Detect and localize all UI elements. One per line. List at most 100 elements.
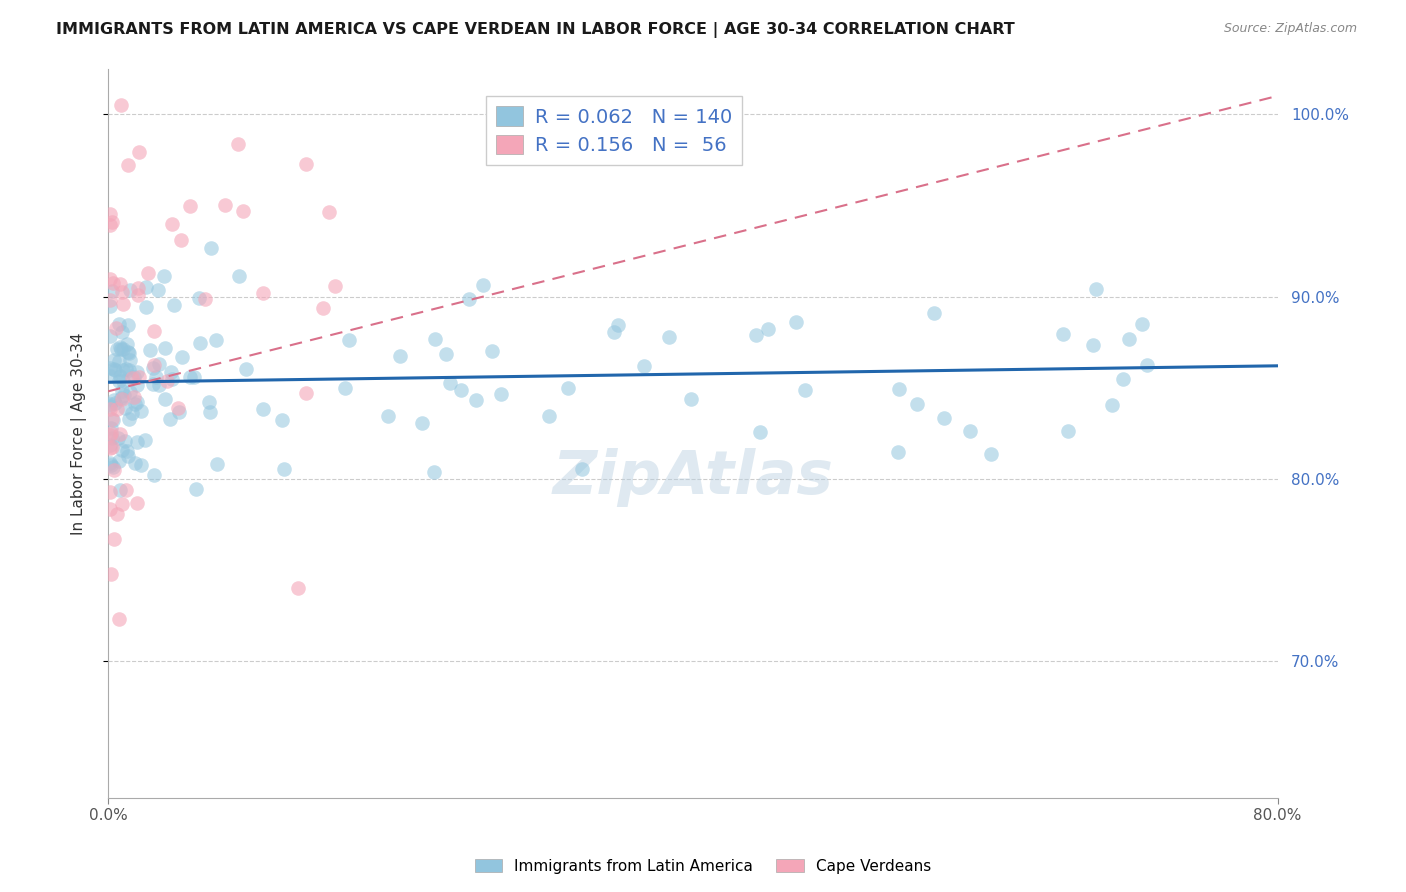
Point [101, 412, 124, 426]
Point [114, 401, 136, 416]
Point [887, 445, 910, 459]
Point [117, 449, 139, 463]
Point [108, 353, 131, 368]
Point [104, 362, 127, 376]
Point [388, 350, 411, 364]
Point [129, 458, 152, 472]
Point [235, 362, 257, 376]
Point [101, 215, 124, 229]
Point [122, 390, 145, 404]
Point [200, 241, 222, 255]
Point [179, 199, 201, 213]
Point [145, 369, 167, 384]
Point [1135, 358, 1157, 372]
Point [557, 381, 579, 395]
Point [214, 198, 236, 212]
Point [142, 377, 165, 392]
Point [118, 346, 141, 360]
Point [205, 457, 228, 471]
Point [148, 378, 170, 392]
Point [110, 98, 132, 112]
Point [108, 612, 131, 626]
Text: ZipAtlas: ZipAtlas [553, 448, 834, 507]
Point [111, 375, 134, 389]
Point [142, 360, 165, 375]
Point [295, 156, 318, 170]
Point [194, 292, 217, 306]
Point [450, 383, 472, 397]
Point [273, 462, 295, 476]
Point [129, 404, 152, 418]
Point [101, 432, 124, 446]
Point [103, 532, 125, 546]
Point [287, 582, 309, 596]
Point [103, 463, 125, 477]
Point [98, 218, 121, 232]
Point [188, 336, 211, 351]
Point [198, 405, 221, 419]
Point [125, 395, 148, 409]
Point [98, 456, 121, 470]
Point [105, 401, 128, 416]
Point [167, 401, 190, 415]
Point [252, 285, 274, 300]
Point [108, 454, 131, 468]
Point [98, 428, 121, 442]
Point [118, 384, 141, 399]
Point [98, 397, 121, 411]
Point [169, 405, 191, 419]
Point [271, 413, 294, 427]
Point [159, 412, 181, 426]
Point [105, 508, 128, 522]
Point [120, 283, 142, 297]
Point [98, 299, 121, 313]
Point [127, 288, 149, 302]
Point [100, 567, 122, 582]
Point [170, 350, 193, 364]
Point [160, 217, 183, 231]
Point [100, 438, 122, 452]
Point [425, 332, 447, 346]
Point [101, 412, 124, 426]
Point [103, 362, 125, 376]
Point [163, 298, 186, 312]
Point [105, 320, 128, 334]
Point [124, 397, 146, 411]
Point [606, 318, 628, 333]
Point [183, 369, 205, 384]
Point [434, 347, 457, 361]
Point [115, 444, 138, 458]
Point [118, 412, 141, 426]
Point [104, 396, 127, 410]
Point [1084, 282, 1107, 296]
Point [107, 431, 129, 445]
Point [118, 363, 141, 377]
Point [1101, 399, 1123, 413]
Point [108, 318, 131, 332]
Point [603, 325, 626, 339]
Point [294, 386, 316, 401]
Point [98, 368, 121, 383]
Point [111, 392, 134, 407]
Point [111, 342, 134, 356]
Point [980, 447, 1002, 461]
Point [115, 336, 138, 351]
Point [160, 365, 183, 379]
Point [98, 484, 121, 499]
Point [188, 291, 211, 305]
Point [756, 322, 779, 336]
Point [335, 381, 357, 395]
Point [204, 333, 226, 347]
Point [98, 207, 121, 221]
Point [681, 392, 703, 407]
Point [411, 416, 433, 430]
Point [98, 502, 121, 516]
Point [122, 370, 145, 384]
Point [110, 391, 132, 405]
Point [439, 376, 461, 391]
Point [423, 466, 446, 480]
Point [101, 440, 124, 454]
Point [337, 334, 360, 348]
Point [153, 269, 176, 284]
Point [489, 387, 512, 401]
